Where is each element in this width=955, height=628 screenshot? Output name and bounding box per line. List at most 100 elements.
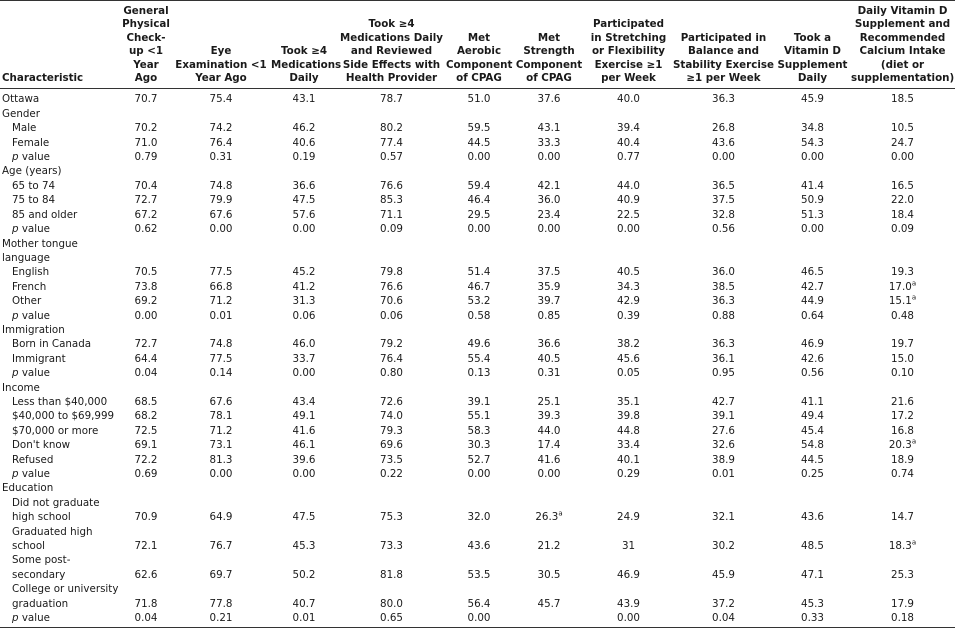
value-cell: 39.1	[712, 410, 735, 423]
value-cell: 0.06	[380, 309, 403, 322]
value-cell: 46.5	[801, 266, 824, 279]
value-cell: 17.2	[891, 410, 914, 423]
value-cell: 0.01	[712, 468, 735, 480]
empty-cell	[172, 481, 270, 495]
row-label: College or university graduation	[12, 583, 119, 610]
empty-cell	[672, 107, 775, 121]
value-cell: 42.7	[801, 280, 824, 293]
value-cell: 71.2	[209, 295, 233, 308]
data-row: p value 0.79 0.31 0.19 0.57 0.00 0.00 0.77 0.00 0…	[0, 150, 955, 164]
empty-cell	[672, 323, 775, 337]
empty-cell	[445, 164, 513, 178]
value-cell: 35.9	[537, 280, 561, 293]
value-cell: 20.3a	[850, 438, 955, 452]
value-cell: 44.9	[801, 295, 824, 308]
value-cell: 0.09	[891, 223, 914, 236]
value-cell: 41.1	[801, 395, 824, 408]
empty-cell	[338, 381, 445, 395]
value-cell: 73.8	[134, 280, 158, 293]
value-cell: 17.9	[891, 597, 914, 610]
empty-cell	[120, 237, 172, 266]
value-cell: 51.4	[467, 266, 491, 279]
value-cell: 0.00	[712, 151, 735, 164]
value-cell: 18.9	[891, 453, 914, 466]
value-cell: 76.4	[380, 352, 403, 365]
value-cell: 18.4	[891, 208, 914, 221]
value-cell: 0.25	[801, 468, 824, 480]
value-cell: 0.65	[338, 611, 445, 628]
value-cell: 41.6	[537, 453, 561, 466]
value-cell: 37.5	[537, 266, 561, 279]
value-cell: 78.1	[209, 410, 233, 423]
value-cell: 44.0	[537, 424, 561, 437]
value-cell: 79.2	[380, 338, 403, 351]
empty-cell	[120, 164, 172, 178]
row-label: Immigrant	[12, 352, 66, 365]
value-cell: 49.1	[292, 410, 316, 423]
value-cell: 43.1	[292, 93, 316, 106]
value-cell: 0.00	[209, 468, 233, 480]
value-cell: 30.5	[537, 568, 561, 581]
empty-cell	[585, 323, 672, 337]
value-cell: 70.2	[134, 122, 158, 135]
value-cell: 49.4	[801, 410, 824, 423]
row-label: Female	[12, 136, 50, 149]
value-cell: 55.4	[467, 352, 491, 365]
value-cell: 44.0	[617, 179, 640, 192]
empty-cell	[775, 164, 850, 178]
data-row: $40,000 to $69,999 68.2 78.1 49.1 74.0 55.1 39…	[0, 409, 955, 423]
empty-cell	[850, 381, 955, 395]
data-row: 85 and older 67.2 67.6 57.6 71.1 29.5 23.4 22.5…	[0, 208, 955, 222]
value-cell: 52.7	[467, 453, 491, 466]
value-cell: 40.9	[617, 194, 640, 207]
column-header: Participated in Stretching or Flexibilit…	[585, 0, 672, 90]
value-cell: 31	[621, 540, 636, 553]
value-cell: 70.5	[134, 266, 158, 279]
empty-cell	[513, 237, 585, 266]
table-head: Characteristic General Physical Check-up …	[0, 0, 955, 90]
value-cell: 47.5	[292, 511, 316, 524]
row-label: French	[12, 280, 47, 293]
value-cell: 72.5	[134, 424, 158, 437]
value-cell: 38.5	[712, 280, 735, 293]
empty-cell	[850, 164, 955, 178]
empty-cell	[513, 164, 585, 178]
value-cell: 0.22	[380, 468, 403, 480]
empty-cell	[585, 381, 672, 395]
empty-cell	[172, 164, 270, 178]
data-row: College or university graduation 71.8 77.8…	[0, 582, 955, 611]
empty-cell	[850, 323, 955, 337]
empty-cell	[270, 107, 338, 121]
empty-cell	[585, 164, 672, 178]
value-cell: 10.5	[891, 122, 914, 135]
value-cell: 29.5	[467, 208, 491, 221]
value-cell: 69.6	[380, 439, 403, 452]
value-cell: 48.5	[801, 540, 824, 553]
value-cell: 45.7	[537, 597, 561, 610]
data-row: Refused 72.2 81.3 39.6 73.5 52.7 41.6 40.1 38.9 4…	[0, 453, 955, 467]
value-cell: 17.4	[537, 439, 561, 452]
value-cell: 14.7	[891, 511, 914, 524]
value-cell: 0.00	[292, 468, 316, 480]
value-cell: 21.2	[537, 540, 561, 553]
value-cell: 45.9	[712, 568, 735, 581]
value-cell: 32.0	[467, 511, 491, 524]
empty-cell	[513, 323, 585, 337]
value-cell: 0.00	[801, 151, 824, 164]
value-cell: 27.6	[712, 424, 735, 437]
value-cell: 72.6	[380, 395, 403, 408]
value-cell: 44.8	[617, 424, 640, 437]
value-cell: 79.3	[380, 424, 403, 437]
value-cell: 46.4	[467, 194, 491, 207]
group-title: Gender	[2, 107, 40, 120]
value-cell: 79.9	[209, 194, 233, 207]
value-cell: 44.5	[801, 453, 824, 466]
column-header: Met Aerobic Component of CPAG	[445, 0, 513, 90]
value-cell: 53.2	[467, 295, 491, 308]
empty-cell	[172, 323, 270, 337]
row-label: p value	[0, 611, 120, 628]
value-cell: 42.6	[801, 352, 824, 365]
value-cell: 43.6	[467, 540, 491, 553]
footnote-marker: a	[911, 279, 917, 288]
